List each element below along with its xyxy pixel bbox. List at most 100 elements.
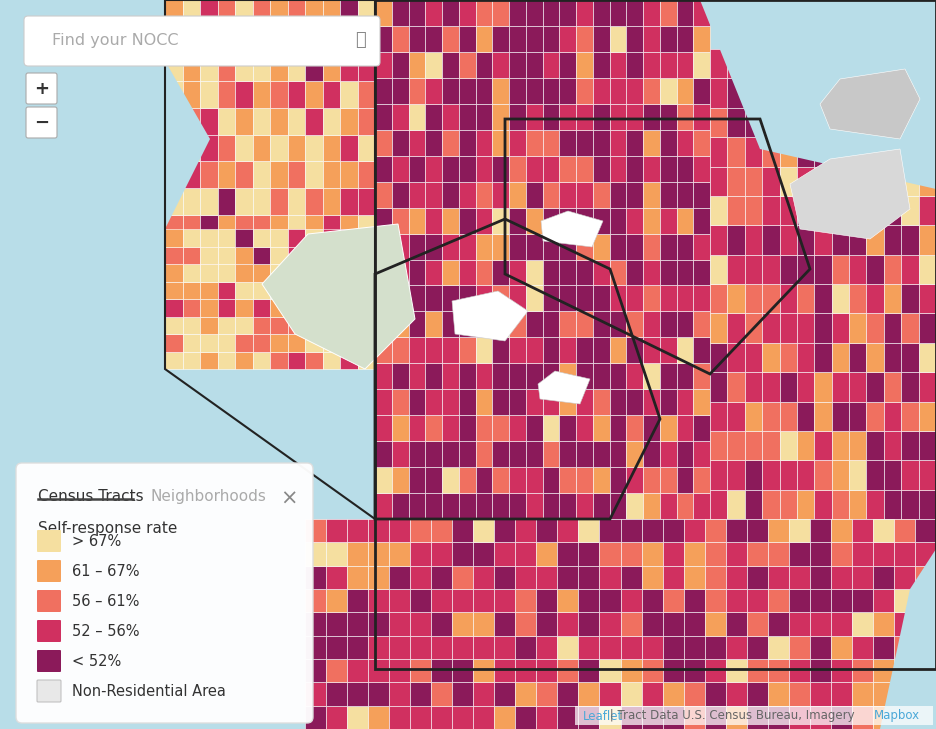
Bar	[431, 682, 452, 706]
Bar	[677, 156, 694, 182]
Bar	[323, 229, 340, 246]
Bar	[609, 363, 626, 389]
Bar	[326, 589, 347, 612]
Bar	[660, 104, 677, 130]
Bar	[165, 215, 183, 242]
Bar	[814, 313, 832, 343]
Bar	[576, 286, 592, 311]
Bar	[901, 79, 918, 108]
Bar	[253, 351, 270, 369]
Polygon shape	[262, 224, 415, 369]
Bar	[408, 78, 425, 104]
Bar	[253, 334, 270, 351]
Bar	[358, 81, 375, 108]
Bar	[901, 137, 918, 166]
Bar	[683, 636, 705, 659]
Bar	[536, 589, 558, 612]
Bar	[526, 338, 543, 363]
Bar	[626, 208, 643, 233]
Bar	[452, 566, 474, 589]
Bar	[287, 242, 305, 269]
Bar	[200, 316, 217, 334]
Text: Find your NOCC: Find your NOCC	[52, 33, 179, 47]
Bar	[831, 706, 852, 729]
Bar	[762, 284, 780, 313]
Bar	[200, 215, 217, 242]
Bar	[509, 26, 526, 52]
Bar	[459, 441, 475, 467]
Bar	[609, 311, 626, 338]
Bar	[710, 343, 727, 372]
Bar	[475, 208, 492, 233]
Bar	[459, 416, 475, 441]
Bar	[621, 542, 641, 566]
Bar	[626, 389, 643, 416]
Bar	[459, 104, 475, 130]
Bar	[762, 431, 780, 460]
Bar	[425, 441, 442, 467]
Bar	[200, 188, 217, 215]
Bar	[745, 460, 762, 490]
Bar	[559, 467, 576, 493]
Bar	[475, 104, 492, 130]
Bar	[747, 589, 768, 612]
Bar	[683, 682, 705, 706]
Bar	[852, 542, 873, 566]
Bar	[305, 54, 323, 81]
Bar	[663, 589, 683, 612]
Bar	[762, 225, 780, 254]
Bar	[305, 334, 323, 351]
Bar	[873, 612, 894, 636]
Bar	[475, 260, 492, 286]
Bar	[831, 612, 852, 636]
Bar	[494, 682, 516, 706]
Bar	[323, 299, 340, 316]
Bar	[408, 130, 425, 156]
Bar	[810, 612, 831, 636]
Bar	[340, 242, 358, 269]
Bar	[849, 225, 867, 254]
Bar	[475, 0, 492, 26]
Bar	[358, 281, 375, 299]
Bar	[867, 343, 884, 372]
Bar	[849, 372, 867, 402]
Bar	[287, 188, 305, 215]
Bar	[183, 281, 200, 299]
Bar	[253, 229, 270, 246]
Bar	[235, 81, 253, 108]
Bar	[727, 284, 745, 313]
Bar	[431, 589, 452, 612]
Bar	[768, 612, 789, 636]
Bar	[677, 389, 694, 416]
Bar	[694, 208, 710, 233]
Bar	[663, 682, 683, 706]
Bar	[509, 260, 526, 286]
Bar	[918, 225, 936, 254]
Bar	[392, 52, 408, 78]
Bar	[918, 402, 936, 431]
Bar	[475, 26, 492, 52]
Bar	[392, 338, 408, 363]
Bar	[452, 542, 474, 566]
Bar	[727, 343, 745, 372]
Bar	[641, 566, 663, 589]
Bar	[621, 636, 641, 659]
Bar	[326, 706, 347, 729]
Bar	[509, 286, 526, 311]
Bar	[558, 589, 578, 612]
Bar	[492, 52, 509, 78]
Bar	[609, 338, 626, 363]
Text: | Tract Data U.S. Census Bureau, Imagery: | Tract Data U.S. Census Bureau, Imagery	[606, 709, 858, 722]
Bar	[183, 54, 200, 81]
Bar	[592, 156, 609, 182]
Bar	[558, 519, 578, 542]
Bar	[660, 493, 677, 519]
Bar	[894, 706, 915, 729]
Bar	[270, 242, 287, 269]
Bar	[183, 351, 200, 369]
Bar	[287, 27, 305, 54]
Bar	[643, 104, 660, 130]
Bar	[599, 566, 621, 589]
FancyBboxPatch shape	[37, 680, 61, 702]
Bar	[543, 156, 559, 182]
